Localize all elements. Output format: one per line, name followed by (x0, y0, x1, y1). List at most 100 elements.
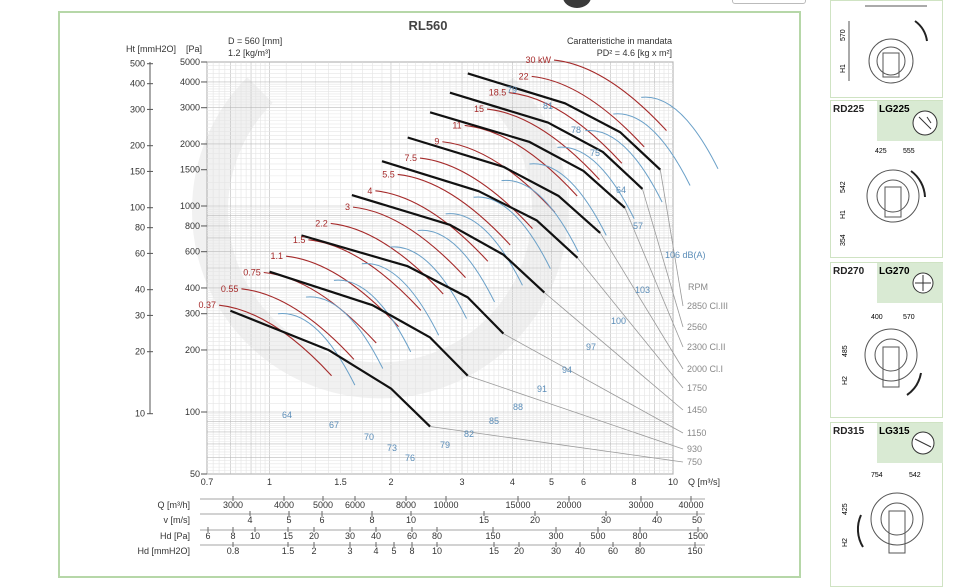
chart-curves (219, 59, 719, 463)
y-mm-tick-label: 400 (130, 79, 145, 89)
top-tab[interactable] (732, 0, 806, 4)
power-label: 0.55 (221, 284, 239, 294)
scale-tick-label: 6 (319, 515, 324, 525)
scale-tick-label: 4 (373, 546, 378, 556)
model-card-rd315[interactable]: RD315 LG315 754 542 425 H2 (830, 422, 943, 587)
scale-tick-label: 300 (548, 531, 563, 541)
noise-curve (333, 279, 412, 353)
power-label: 0.75 (243, 267, 261, 277)
y-mm-tick-label: 60 (135, 248, 145, 258)
scale-tick-label: 8 (230, 531, 235, 541)
dim-label: 542 (840, 181, 847, 193)
x-tick-label: 1 (267, 477, 272, 487)
scale-tick-label: 2 (311, 546, 316, 556)
dim-label: 570 (840, 29, 847, 41)
scale-tick-label: 15 (479, 515, 489, 525)
power-curve (509, 92, 623, 164)
power-curve (464, 124, 578, 197)
y-mm-tick-label: 80 (135, 223, 145, 233)
noise-label: 67 (329, 420, 339, 430)
model-card-rd225[interactable]: RD225 LG225 425 555 542 H1 354 (830, 100, 943, 258)
dim-label: 485 (842, 345, 849, 357)
dim-label: H1 (840, 64, 847, 73)
scale-tick-label: 30 (601, 515, 611, 525)
noise-label: 73 (387, 443, 397, 453)
rpm-leader (430, 426, 684, 463)
model-rd-label: RD225 (833, 104, 865, 115)
y-pa-tick-label: 3000 (180, 103, 200, 113)
dim-label: 425 (842, 503, 849, 515)
scale-tick-label: 20 (309, 531, 319, 541)
fan-drawing-icon: 570 H1 (840, 5, 928, 84)
y-mm-tick-label: 200 (130, 141, 145, 151)
rpm-leader (467, 375, 684, 450)
power-curve (531, 75, 645, 148)
y-pa-tick-label: 200 (185, 345, 200, 355)
y-header-pa: [Pa] (186, 44, 202, 54)
rpm-leader (599, 232, 684, 370)
rpm-curve (381, 160, 579, 259)
scale-tick-label: 10 (432, 546, 442, 556)
spec-right-1: Caratteristiche in mandata (567, 36, 672, 46)
y-pa-tick-label: 2000 (180, 139, 200, 149)
fan-drawing-icon: 754 542 425 H2 (842, 431, 935, 554)
rpm-leader (577, 257, 684, 389)
scale-label: Q [m³/h] (157, 500, 190, 510)
scroll-knob[interactable] (563, 0, 591, 8)
noise-label: 85 (489, 416, 499, 426)
power-label: 2.2 (315, 218, 328, 228)
chart-labels: 0.370.550.751.11.52.2345.57.59111518.522… (137, 55, 728, 556)
scale-tick-label: 1.5 (282, 546, 295, 556)
rpm-label: 2850 Cl.III (687, 301, 728, 311)
dim-label: H2 (842, 538, 849, 547)
top-bar (0, 0, 960, 8)
noise-label: 81 (543, 101, 553, 111)
rpm-leader (544, 292, 684, 411)
noise-label: 106 dB(A) (665, 250, 706, 260)
noise-label: 79 (507, 85, 517, 95)
spec-left-1: D = 560 [mm] (228, 36, 282, 46)
noise-curve (501, 179, 579, 253)
rpm-leader (503, 333, 684, 434)
noise-label: 94 (562, 365, 572, 375)
noise-label: 76 (405, 453, 415, 463)
scale-tick-label: 30000 (628, 500, 653, 510)
scale-label: Hd [Pa] (160, 531, 190, 541)
power-label: 5.5 (382, 169, 395, 179)
fan-drawing-icon: 400 570 485 H2 (842, 272, 934, 396)
scale-label: Hd [mmH2O] (137, 546, 190, 556)
x-tick-label: 2 (388, 477, 393, 487)
scale-tick-label: 80 (635, 546, 645, 556)
model-card-1[interactable]: 570 H1 (830, 0, 943, 98)
x-tick-label: 10 (668, 477, 678, 487)
power-label: 1.5 (293, 235, 306, 245)
rpm-label: 2300 Cl.II (687, 342, 726, 352)
scale-tick-label: 15000 (505, 500, 530, 510)
y-mm-tick-label: 500 (130, 59, 145, 69)
x-tick-label: 4 (510, 477, 515, 487)
noise-curve (473, 196, 551, 269)
scale-tick-label: 15 (489, 546, 499, 556)
noise-curve (389, 246, 468, 319)
scale-tick-label: 5 (286, 515, 291, 525)
scale-tick-label: 10000 (433, 500, 458, 510)
y-pa-tick-label: 5000 (180, 57, 200, 67)
scale-tick-label: 60 (608, 546, 618, 556)
scale-tick-label: 10 (406, 515, 416, 525)
watermark-arc (192, 77, 568, 399)
noise-label: 78 (571, 125, 581, 135)
power-label: 18.5 (489, 88, 507, 98)
chart-grid: 0.7 1 1.5 2 3 4 5 6 8 10 50 100 200 300 400 600 800 1000 1… (130, 57, 678, 487)
power-curve (397, 173, 511, 246)
chart-frame (58, 11, 801, 578)
y-pa-tick-label: 800 (185, 221, 200, 231)
rpm-label: 1150 (687, 428, 706, 438)
scale-tick-label: 40 (652, 515, 662, 525)
scale-tick-label: 30 (551, 546, 561, 556)
noise-label: 64 (282, 410, 292, 420)
x-tick-label: 1.5 (334, 477, 347, 487)
noise-label: 103 (635, 285, 650, 295)
power-label: 0.37 (199, 300, 217, 310)
noise-curve (557, 146, 635, 219)
model-card-rd270[interactable]: RD270 LG270 400 570 485 H2 (830, 262, 943, 418)
